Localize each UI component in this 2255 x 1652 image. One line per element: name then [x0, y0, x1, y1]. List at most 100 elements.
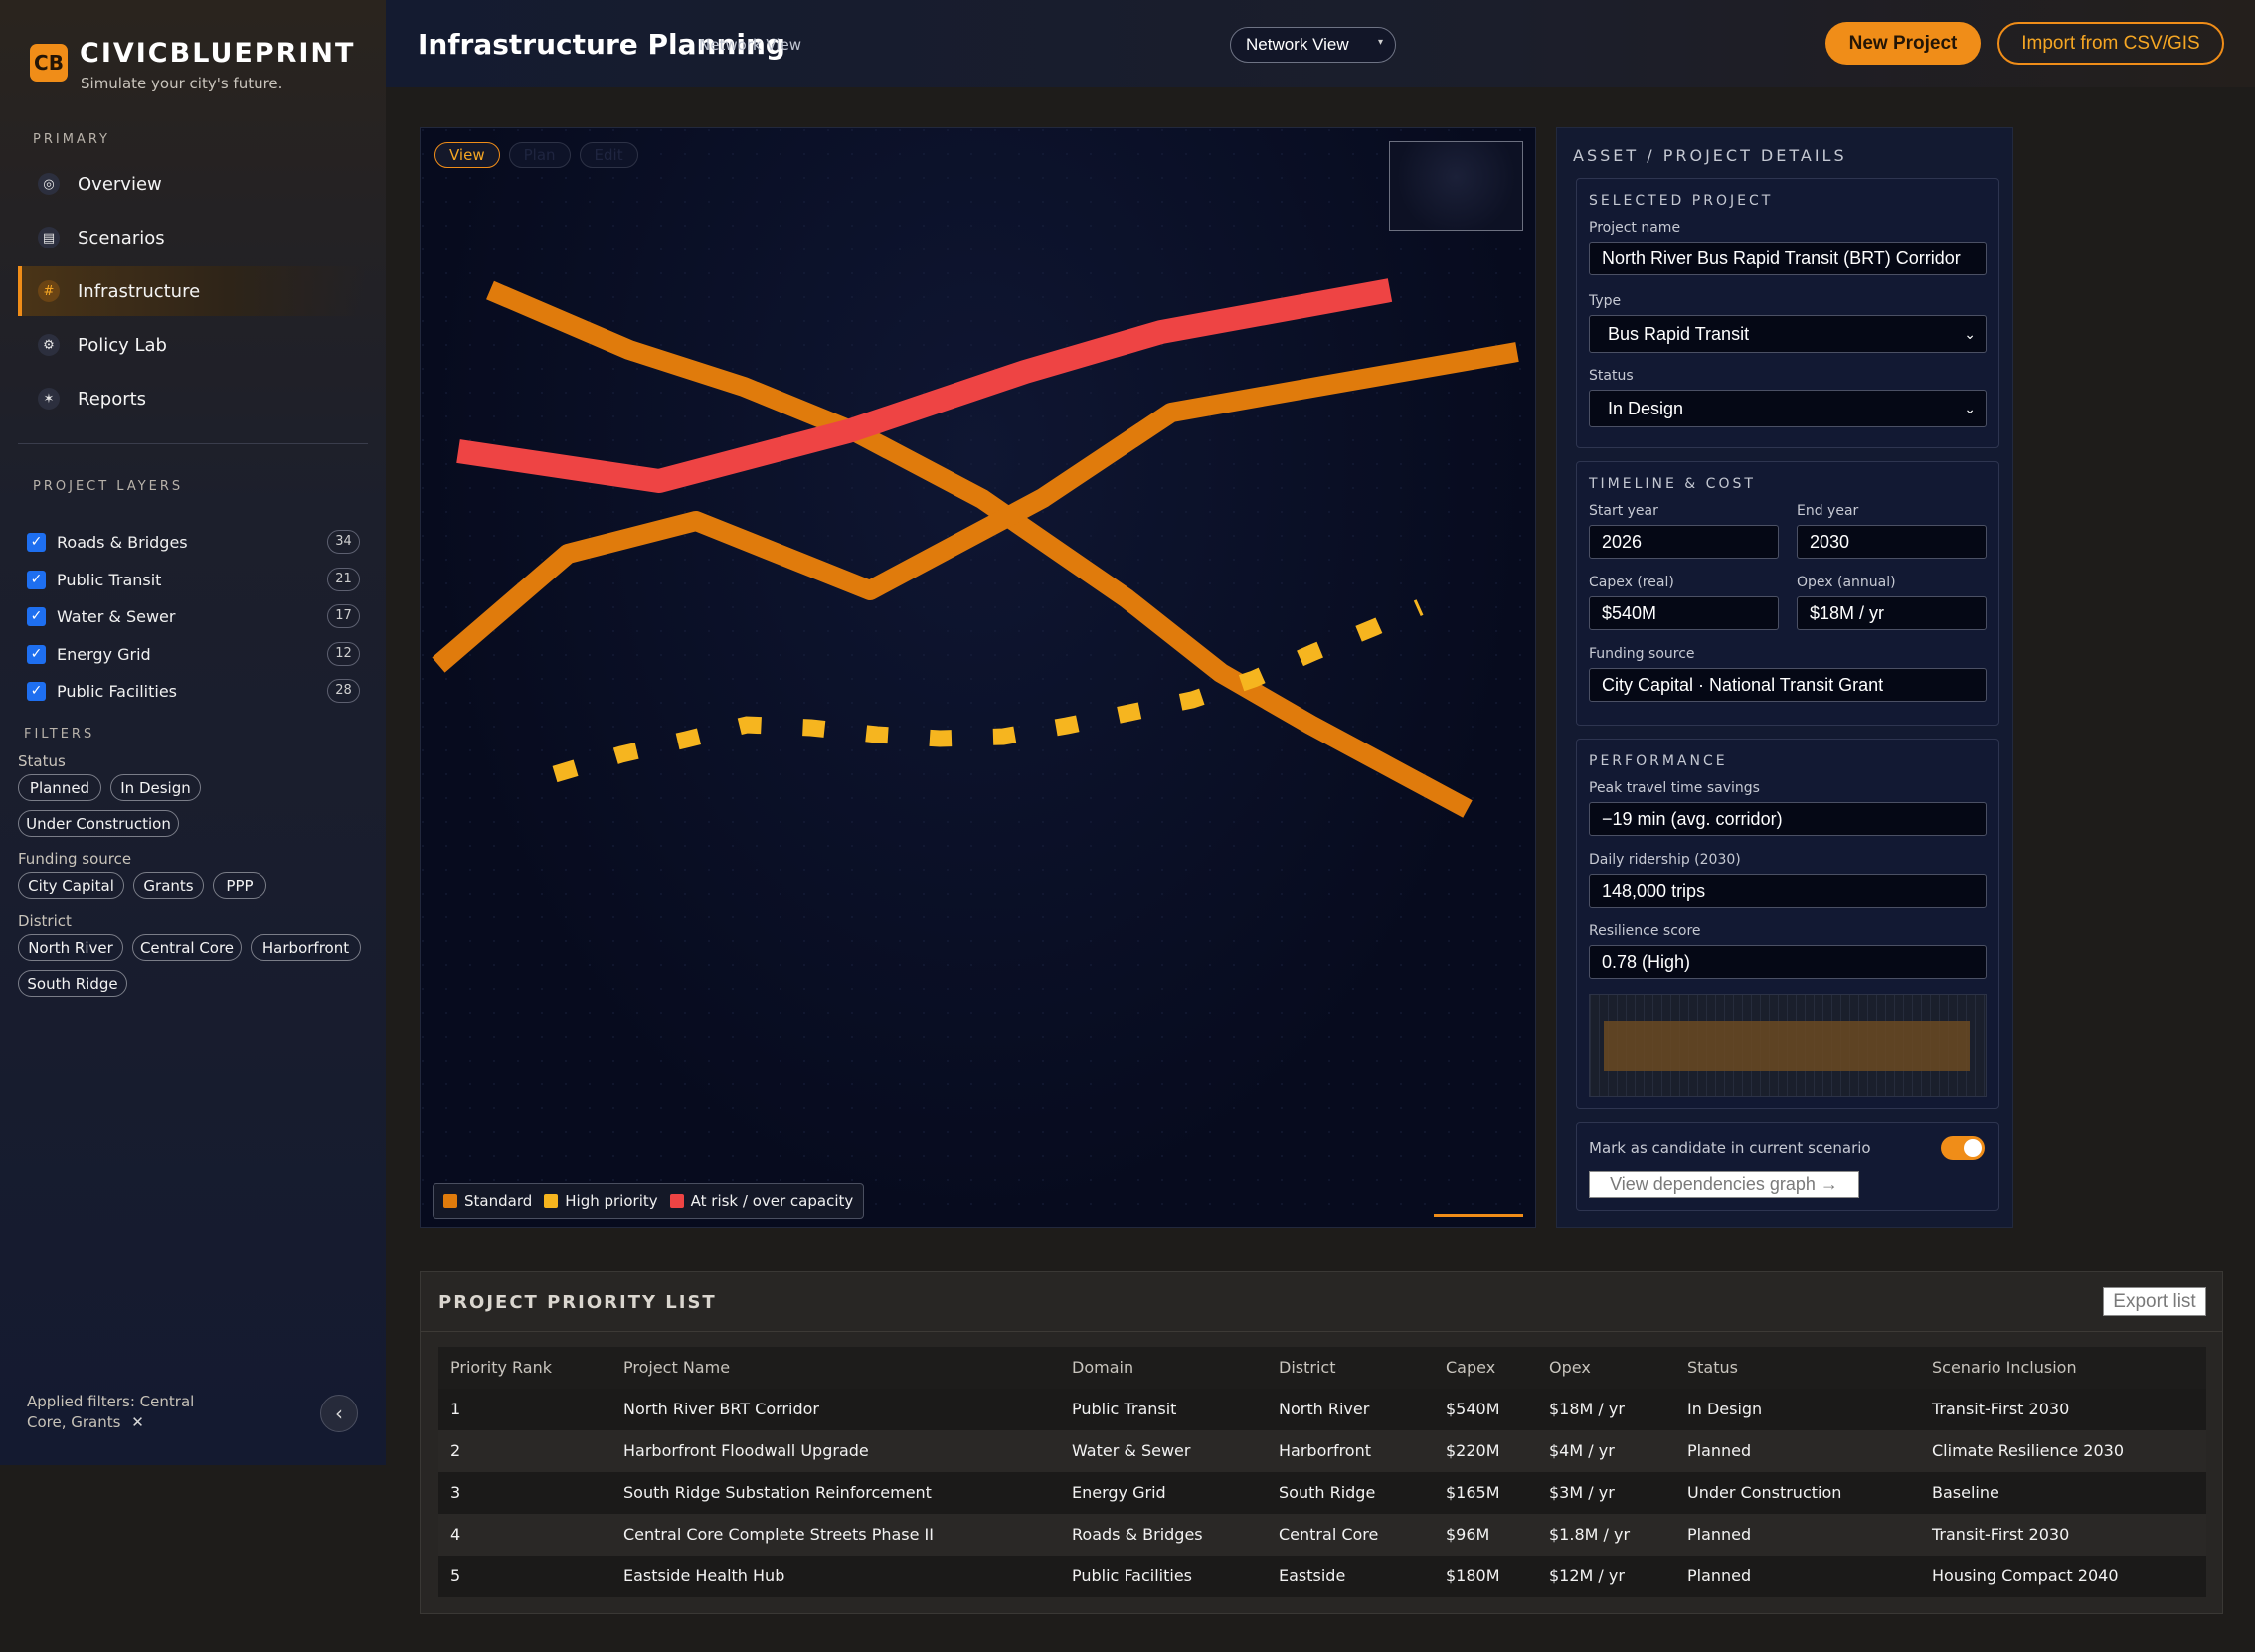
nav-item-infrastructure[interactable]: # Infrastructure — [18, 266, 366, 316]
network-map[interactable]: View Plan Edit Standard High priority At… — [420, 127, 1536, 1228]
nav-item-reports[interactable]: ✶ Reports — [18, 374, 366, 423]
card-title: SELECTED PROJECT — [1589, 193, 1774, 209]
chip-funding-ppp[interactable]: PPP — [213, 872, 266, 899]
performance-band — [1604, 1021, 1970, 1071]
view-dependencies-button[interactable]: View dependencies graph → — [1589, 1171, 1859, 1198]
nav-item-scenarios[interactable]: ▤ Scenarios — [18, 213, 366, 262]
close-icon[interactable]: ✕ — [131, 1413, 144, 1431]
target-icon: ◎ — [38, 173, 60, 195]
brand-logo: CB — [30, 44, 68, 82]
layer-count-badge: 34 — [327, 530, 360, 554]
network-route-standard-a[interactable] — [486, 280, 1473, 818]
layer-water-sewer[interactable]: ✓ Water & Sewer 17 — [27, 603, 360, 629]
cell-rank: 3 — [450, 1483, 461, 1502]
funding-source-input[interactable]: City Capital · National Transit Grant — [1589, 668, 1987, 702]
chip-funding-city-capital[interactable]: City Capital — [18, 872, 124, 899]
table-row[interactable]: 2 Harborfront Floodwall Upgrade Water & … — [438, 1430, 2206, 1472]
cell-opex: $3M / yr — [1549, 1483, 1615, 1502]
export-list-button[interactable]: Export list — [2103, 1287, 2206, 1316]
network-route-at-risk[interactable] — [456, 278, 1393, 493]
performance-sparkline — [1589, 994, 1987, 1097]
column-header[interactable]: Project Name — [623, 1358, 731, 1377]
checkbox-checked-icon[interactable]: ✓ — [27, 644, 46, 664]
chip-status-in-design[interactable]: In Design — [110, 774, 201, 801]
table-row[interactable]: 4 Central Core Complete Streets Phase II… — [438, 1514, 2206, 1556]
nav-item-overview[interactable]: ◎ Overview — [18, 159, 366, 209]
nav-item-label: Policy Lab — [78, 334, 167, 356]
hash-icon: # — [38, 280, 60, 302]
opex-input[interactable]: $18M / yr — [1797, 596, 1987, 630]
caret-down-icon: ▾ — [1377, 37, 1383, 48]
collapse-sidebar-button[interactable]: ‹ — [320, 1395, 358, 1432]
network-route-standard-b[interactable] — [432, 342, 1519, 673]
table-divider — [421, 1331, 2222, 1332]
chip-status-planned[interactable]: Planned — [18, 774, 101, 801]
chip-district-north-river[interactable]: North River — [18, 934, 123, 961]
start-year-input[interactable]: 2026 — [1589, 525, 1779, 559]
map-scale-bar — [1434, 1214, 1523, 1217]
chevron-down-icon: ⌄ — [1964, 401, 1976, 416]
legend-high-priority: High priority — [544, 1192, 658, 1210]
layer-label: Water & Sewer — [57, 606, 176, 626]
chip-district-south-ridge[interactable]: South Ridge — [18, 970, 127, 997]
table-row[interactable]: 5 Eastside Health Hub Public Facilities … — [438, 1556, 2206, 1597]
funding-source-label: Funding source — [1589, 646, 1695, 662]
column-header[interactable]: Scenario Inclusion — [1932, 1358, 2077, 1377]
tab-edit[interactable]: Edit — [579, 142, 638, 168]
capex-input[interactable]: $540M — [1589, 596, 1779, 630]
layer-public-transit[interactable]: ✓ Public Transit 21 — [27, 567, 360, 592]
column-header[interactable]: Priority Rank — [450, 1358, 553, 1377]
applied-filters-text: Applied filters: Central Core, Grants — [27, 1393, 195, 1431]
import-csv-gis-button[interactable]: Import from CSV/GIS — [1997, 22, 2224, 65]
chip-funding-grants[interactable]: Grants — [133, 872, 204, 899]
performance-sparkline-canvas — [1590, 995, 1986, 1096]
chevron-left-icon: ‹ — [335, 1402, 343, 1425]
column-header[interactable]: District — [1279, 1358, 1336, 1377]
chip-status-under-construction[interactable]: Under Construction — [18, 810, 179, 837]
cell-status: Planned — [1687, 1525, 1752, 1544]
column-header[interactable]: Capex — [1446, 1358, 1496, 1377]
column-header[interactable]: Domain — [1072, 1358, 1134, 1377]
cell-capex: $180M — [1446, 1567, 1500, 1585]
sidebar: CB CIVICBLUEPRINT Simulate your city's f… — [0, 0, 386, 1465]
cell-rank: 2 — [450, 1441, 461, 1460]
cell-district: Central Core — [1279, 1525, 1379, 1544]
nav-item-policy-lab[interactable]: ⚙ Policy Lab — [18, 320, 366, 370]
tab-view[interactable]: View — [434, 142, 500, 168]
layer-roads-bridges[interactable]: ✓ Roads & Bridges 34 — [27, 529, 360, 555]
status-select[interactable]: In Design ⌄ — [1589, 390, 1987, 427]
end-year-label: End year — [1797, 503, 1859, 519]
candidate-toggle[interactable] — [1941, 1136, 1985, 1160]
checkbox-checked-icon[interactable]: ✓ — [27, 532, 46, 552]
view-select[interactable]: Network View ▾ — [1230, 27, 1396, 63]
layer-public-facilities[interactable]: ✓ Public Facilities 28 — [27, 678, 360, 704]
column-header[interactable]: Opex — [1549, 1358, 1591, 1377]
details-heading: ASSET / PROJECT DETAILS — [1573, 146, 1847, 165]
type-select[interactable]: Bus Rapid Transit ⌄ — [1589, 315, 1987, 353]
checkbox-checked-icon[interactable]: ✓ — [27, 606, 46, 626]
table-row[interactable]: 3 South Ridge Substation Reinforcement E… — [438, 1472, 2206, 1514]
new-project-button[interactable]: New Project — [1825, 22, 1981, 65]
resilience-score-input[interactable]: 0.78 (High) — [1589, 945, 1987, 979]
checkbox-checked-icon[interactable]: ✓ — [27, 681, 46, 701]
chip-district-central-core[interactable]: Central Core — [132, 934, 242, 961]
network-route-high-priority[interactable] — [552, 599, 1424, 783]
cell-project-name: Central Core Complete Streets Phase II — [623, 1525, 934, 1544]
daily-ridership-input[interactable]: 148,000 trips — [1589, 874, 1987, 908]
minimap[interactable] — [1389, 141, 1523, 231]
layer-energy-grid[interactable]: ✓ Energy Grid 12 — [27, 641, 360, 667]
travel-savings-input[interactable]: −19 min (avg. corridor) — [1589, 802, 1987, 836]
chip-district-harborfront[interactable]: Harborfront — [251, 934, 361, 961]
table-row[interactable]: 1 North River BRT Corridor Public Transi… — [438, 1389, 2206, 1430]
card-title: PERFORMANCE — [1589, 753, 1728, 769]
project-name-input[interactable]: North River Bus Rapid Transit (BRT) Corr… — [1589, 242, 1987, 275]
candidate-label: Mark as candidate in current scenario — [1589, 1139, 1871, 1157]
tab-plan[interactable]: Plan — [508, 142, 571, 168]
end-year-input[interactable]: 2030 — [1797, 525, 1987, 559]
cell-domain: Water & Sewer — [1072, 1441, 1191, 1460]
cell-opex: $4M / yr — [1549, 1441, 1615, 1460]
resilience-score-label: Resilience score — [1589, 923, 1701, 939]
checkbox-checked-icon[interactable]: ✓ — [27, 570, 46, 589]
cell-scenario: Transit-First 2030 — [1932, 1400, 2070, 1418]
column-header[interactable]: Status — [1687, 1358, 1738, 1377]
